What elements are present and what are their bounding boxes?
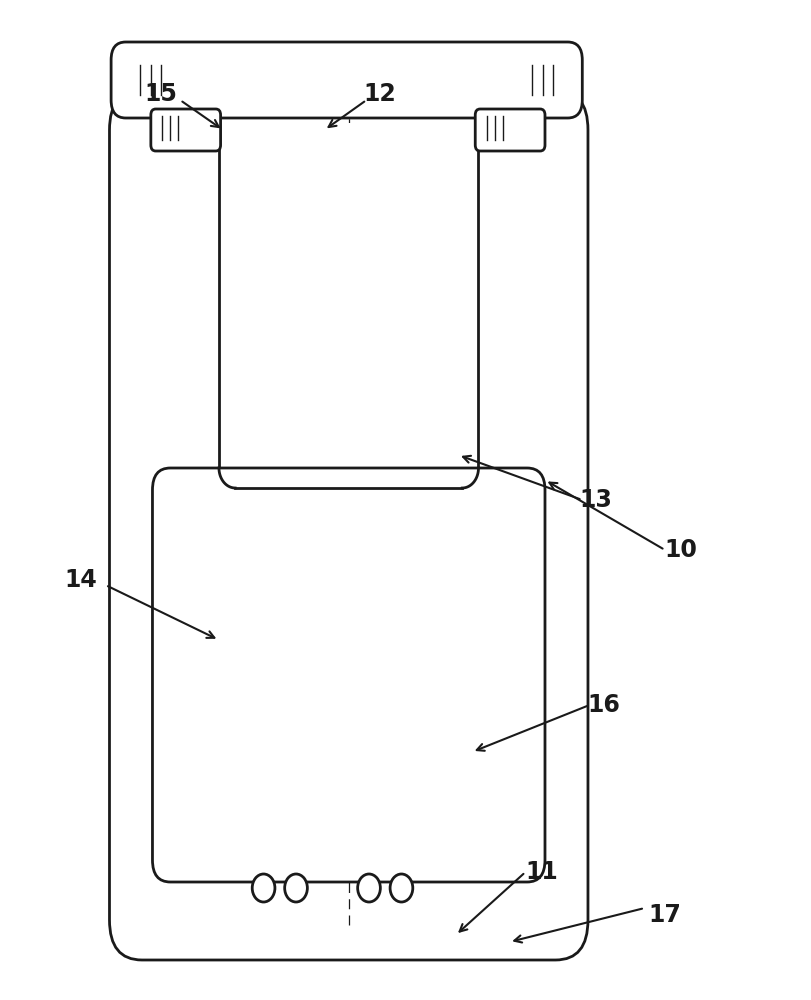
FancyBboxPatch shape (152, 468, 545, 882)
Bar (220, 123, 478, 143)
Circle shape (285, 874, 307, 902)
FancyBboxPatch shape (475, 109, 545, 151)
Text: 11: 11 (526, 860, 558, 884)
Text: 17: 17 (649, 903, 681, 927)
FancyBboxPatch shape (111, 42, 582, 118)
Circle shape (358, 874, 380, 902)
Bar (219, 127, 478, 488)
Text: 13: 13 (580, 488, 612, 512)
Text: 10: 10 (665, 538, 697, 562)
FancyBboxPatch shape (151, 109, 221, 151)
Text: 14: 14 (65, 568, 97, 592)
Circle shape (390, 874, 413, 902)
Text: 12: 12 (363, 82, 396, 106)
Text: 16: 16 (588, 693, 620, 717)
FancyBboxPatch shape (109, 90, 588, 960)
Text: 15: 15 (144, 82, 177, 106)
Circle shape (252, 874, 275, 902)
